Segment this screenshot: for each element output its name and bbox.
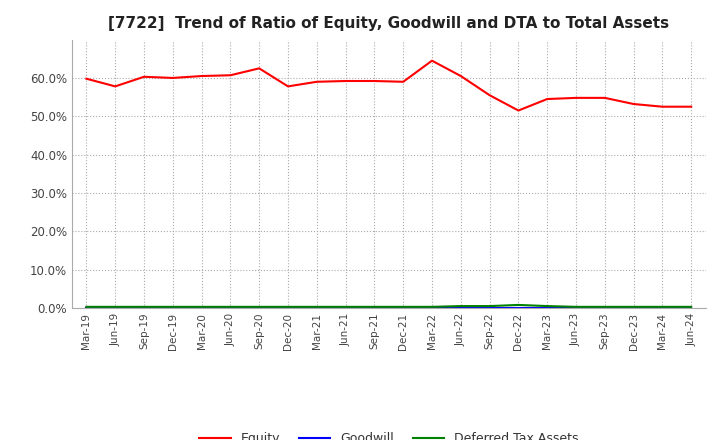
Goodwill — [82, 305, 91, 311]
Equity — [600, 95, 609, 100]
Goodwill — [572, 305, 580, 311]
Equity — [168, 75, 177, 81]
Equity — [572, 95, 580, 100]
Deferred Tax Assets — [82, 304, 91, 309]
Title: [7722]  Trend of Ratio of Equity, Goodwill and DTA to Total Assets: [7722] Trend of Ratio of Equity, Goodwil… — [108, 16, 670, 32]
Goodwill — [197, 305, 206, 311]
Legend: Equity, Goodwill, Deferred Tax Assets: Equity, Goodwill, Deferred Tax Assets — [194, 427, 583, 440]
Equity — [485, 92, 494, 98]
Deferred Tax Assets — [428, 304, 436, 309]
Goodwill — [399, 305, 408, 311]
Deferred Tax Assets — [197, 304, 206, 309]
Deferred Tax Assets — [658, 304, 667, 309]
Deferred Tax Assets — [341, 304, 350, 309]
Equity — [197, 73, 206, 79]
Deferred Tax Assets — [514, 302, 523, 308]
Goodwill — [255, 305, 264, 311]
Goodwill — [658, 305, 667, 311]
Goodwill — [168, 305, 177, 311]
Goodwill — [312, 305, 321, 311]
Goodwill — [226, 305, 235, 311]
Equity — [399, 79, 408, 84]
Deferred Tax Assets — [111, 304, 120, 309]
Equity — [658, 104, 667, 109]
Deferred Tax Assets — [629, 304, 638, 309]
Equity — [140, 74, 148, 80]
Deferred Tax Assets — [687, 304, 696, 309]
Deferred Tax Assets — [140, 304, 148, 309]
Equity — [428, 58, 436, 63]
Equity — [341, 78, 350, 84]
Goodwill — [111, 305, 120, 311]
Goodwill — [284, 305, 292, 311]
Deferred Tax Assets — [600, 304, 609, 309]
Goodwill — [341, 305, 350, 311]
Goodwill — [687, 305, 696, 311]
Goodwill — [514, 305, 523, 311]
Equity — [456, 73, 465, 79]
Goodwill — [140, 305, 148, 311]
Deferred Tax Assets — [399, 304, 408, 309]
Equity — [226, 73, 235, 78]
Deferred Tax Assets — [370, 304, 379, 309]
Equity — [111, 84, 120, 89]
Equity — [255, 66, 264, 71]
Equity — [543, 96, 552, 102]
Goodwill — [600, 305, 609, 311]
Equity — [514, 108, 523, 113]
Deferred Tax Assets — [255, 304, 264, 309]
Deferred Tax Assets — [312, 304, 321, 309]
Goodwill — [485, 305, 494, 311]
Line: Equity: Equity — [86, 61, 691, 110]
Goodwill — [543, 305, 552, 311]
Equity — [82, 76, 91, 81]
Deferred Tax Assets — [485, 304, 494, 309]
Deferred Tax Assets — [226, 304, 235, 309]
Deferred Tax Assets — [543, 304, 552, 309]
Deferred Tax Assets — [168, 304, 177, 309]
Deferred Tax Assets — [456, 304, 465, 309]
Goodwill — [428, 305, 436, 311]
Equity — [629, 101, 638, 106]
Equity — [370, 78, 379, 84]
Line: Deferred Tax Assets: Deferred Tax Assets — [86, 305, 691, 307]
Equity — [687, 104, 696, 109]
Goodwill — [456, 305, 465, 311]
Goodwill — [370, 305, 379, 311]
Deferred Tax Assets — [572, 304, 580, 309]
Equity — [284, 84, 292, 89]
Equity — [312, 79, 321, 84]
Deferred Tax Assets — [284, 304, 292, 309]
Goodwill — [629, 305, 638, 311]
